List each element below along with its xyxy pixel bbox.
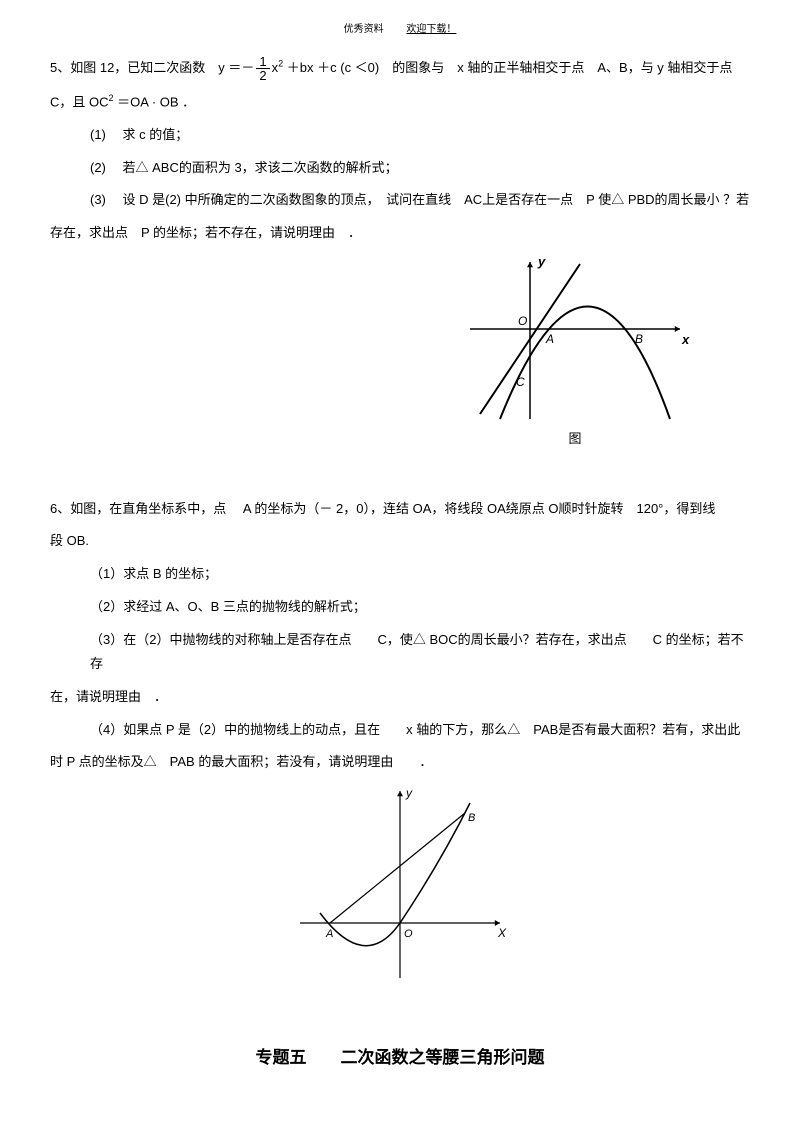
svg-text:y: y	[405, 786, 413, 800]
p5-intro-pre: 5、如图 12，已知二次函数 y ＝－	[50, 60, 254, 75]
figure-1-svg: y x O A B C	[460, 254, 690, 424]
svg-text:A: A	[545, 332, 554, 346]
fraction-half: 12	[256, 55, 269, 82]
p5-q3a: (3) 设 D 是(2) 中所确定的二次函数图象的顶点， 试问在直线 AC上是否…	[90, 188, 750, 213]
p6-q3a: （3）在（2）中抛物线的对称轴上是否存在点 C，使△ BOC的周长最小？若存在，…	[90, 628, 750, 677]
svg-text:X: X	[497, 926, 507, 940]
svg-text:y: y	[537, 254, 546, 269]
p6-q3b: 在，请说明理由 ．	[50, 685, 750, 710]
p6-q1: （1）求点 B 的坐标；	[90, 562, 750, 587]
problem-6: 6、如图，在直角坐标系中，点 A 的坐标为（－ 2，0），连结 OA，将线段 O…	[50, 497, 750, 522]
figure-1-label: 图	[400, 428, 750, 447]
svg-text:A: A	[325, 928, 333, 940]
p5-q3b: 存在，求出点 P 的坐标；若不存在，请说明理由 ．	[50, 221, 750, 246]
p5-line2-pre: C，且 OC	[50, 94, 109, 109]
header-right: 欢迎下载！	[406, 24, 456, 35]
p5-line2: C，且 OC2 ＝OA · OB ．	[50, 90, 750, 115]
section-title: 专题五 二次函数之等腰三角形问题	[50, 1043, 750, 1068]
p6-q4b: 时 P 点的坐标及△ PAB 的最大面积；若没有，请说明理由 ．	[50, 750, 750, 775]
p6-q2: （2）求经过 A、O、B 三点的抛物线的解析式；	[90, 595, 750, 620]
problem-5: 5、如图 12，已知二次函数 y ＝－12x2 ＋bx ＋c (c ＜0) 的图…	[50, 55, 750, 82]
svg-text:B: B	[468, 812, 475, 824]
svg-text:x: x	[681, 332, 690, 347]
page-header: 优秀资料 欢迎下载！	[50, 20, 750, 35]
figure-2-svg: y X O A B	[290, 783, 510, 983]
p5-q1: (1) 求 c 的值；	[90, 123, 750, 148]
p6-intro: 6、如图，在直角坐标系中，点 A 的坐标为（－ 2，0），连结 OA，将线段 O…	[50, 501, 715, 516]
svg-text:O: O	[404, 928, 413, 940]
svg-text:C: C	[516, 375, 525, 389]
p6-q4a: （4）如果点 P 是（2）中的抛物线上的动点，且在 x 轴的下方，那么△ PAB…	[90, 718, 750, 743]
p6-intro2: 段 OB.	[50, 529, 750, 554]
header-left: 优秀资料	[344, 24, 384, 35]
svg-text:B: B	[635, 332, 643, 346]
p5-line2-post: ＝OA · OB ．	[114, 94, 196, 109]
figure-1-container: y x O A B C 图	[400, 254, 750, 447]
p5-q2: (2) 若△ ABC的面积为 3，求该二次函数的解析式；	[90, 156, 750, 181]
svg-text:O: O	[518, 314, 527, 328]
figure-2-container: y X O A B	[50, 783, 750, 983]
p5-intro-mid: ＋bx ＋c (c ＜0) 的图象与 x 轴的正半轴相交于点 A、B，与 y 轴…	[283, 60, 732, 75]
